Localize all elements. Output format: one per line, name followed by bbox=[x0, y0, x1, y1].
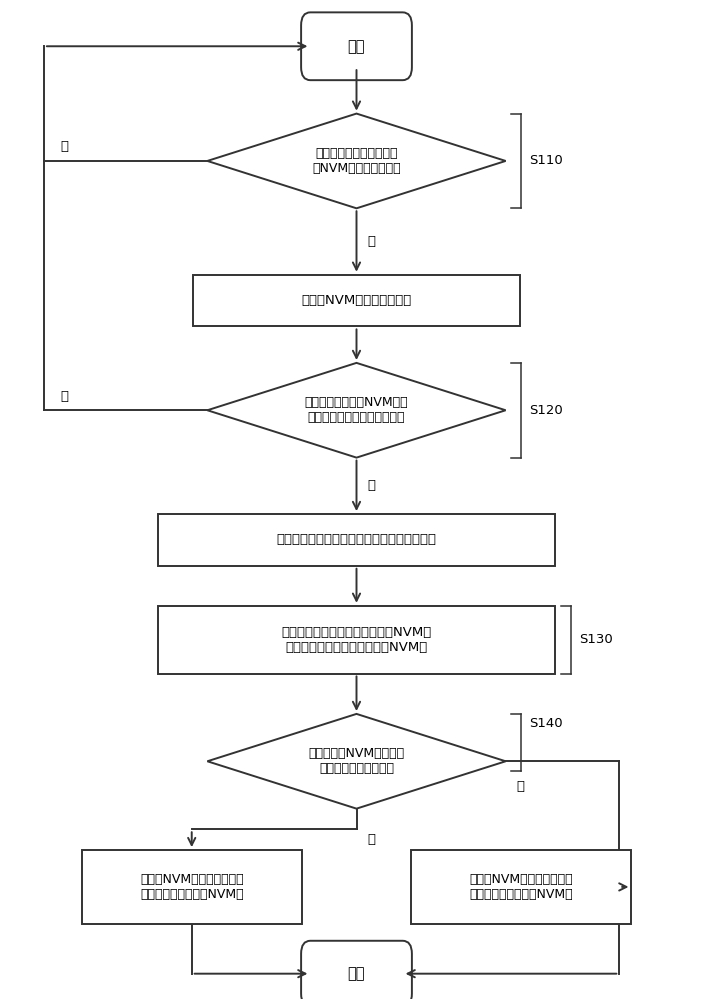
Text: 是: 是 bbox=[367, 833, 375, 846]
Polygon shape bbox=[207, 714, 506, 809]
Polygon shape bbox=[207, 363, 506, 458]
Text: 否: 否 bbox=[516, 780, 524, 793]
Bar bbox=[158, 514, 555, 566]
Bar bbox=[82, 850, 302, 924]
Text: 则将带NVM标志的内存申请
中的数据完全备份到NVM中: 则将带NVM标志的内存申请 中的数据完全备份到NVM中 bbox=[140, 873, 244, 901]
Text: S120: S120 bbox=[529, 404, 563, 417]
Text: 判断所述带NVM标志的内
存申请是否为首次备份: 判断所述带NVM标志的内 存申请是否为首次备份 bbox=[309, 747, 404, 775]
Text: 开始: 开始 bbox=[348, 39, 365, 54]
Text: 则向异构混合内存的控制器发送数据备份信号: 则向异构混合内存的控制器发送数据备份信号 bbox=[277, 533, 436, 546]
Text: 是: 是 bbox=[367, 479, 375, 492]
Text: 根据所述数据备份信号将所述带NVM标
志的内存申请中的数据备份到NVM中: 根据所述数据备份信号将所述带NVM标 志的内存申请中的数据备份到NVM中 bbox=[282, 626, 431, 654]
Bar bbox=[193, 275, 520, 326]
Text: 则将带NVM标志的内存申请
中的数据增量备份到NVM中: 则将带NVM标志的内存申请 中的数据增量备份到NVM中 bbox=[469, 873, 573, 901]
Bar bbox=[158, 606, 555, 674]
Text: 是: 是 bbox=[367, 235, 375, 248]
Text: 结束: 结束 bbox=[348, 966, 365, 981]
Text: S130: S130 bbox=[579, 633, 612, 646]
FancyBboxPatch shape bbox=[301, 12, 412, 80]
Text: 否: 否 bbox=[60, 390, 68, 403]
Text: 否: 否 bbox=[60, 140, 68, 153]
Text: S140: S140 bbox=[529, 717, 563, 730]
Polygon shape bbox=[207, 114, 506, 208]
Bar bbox=[411, 850, 631, 924]
Text: 判断是否需要将带NVM标志
的内存申请进行内存数据备份: 判断是否需要将带NVM标志 的内存申请进行内存数据备份 bbox=[304, 396, 409, 424]
Text: S110: S110 bbox=[529, 154, 563, 167]
Text: 判断内存申请是否需要采
用NVM内存申请的方式: 判断内存申请是否需要采 用NVM内存申请的方式 bbox=[312, 147, 401, 175]
FancyBboxPatch shape bbox=[301, 941, 412, 1000]
Text: 使用带NVM标志的内存申请: 使用带NVM标志的内存申请 bbox=[302, 294, 411, 307]
